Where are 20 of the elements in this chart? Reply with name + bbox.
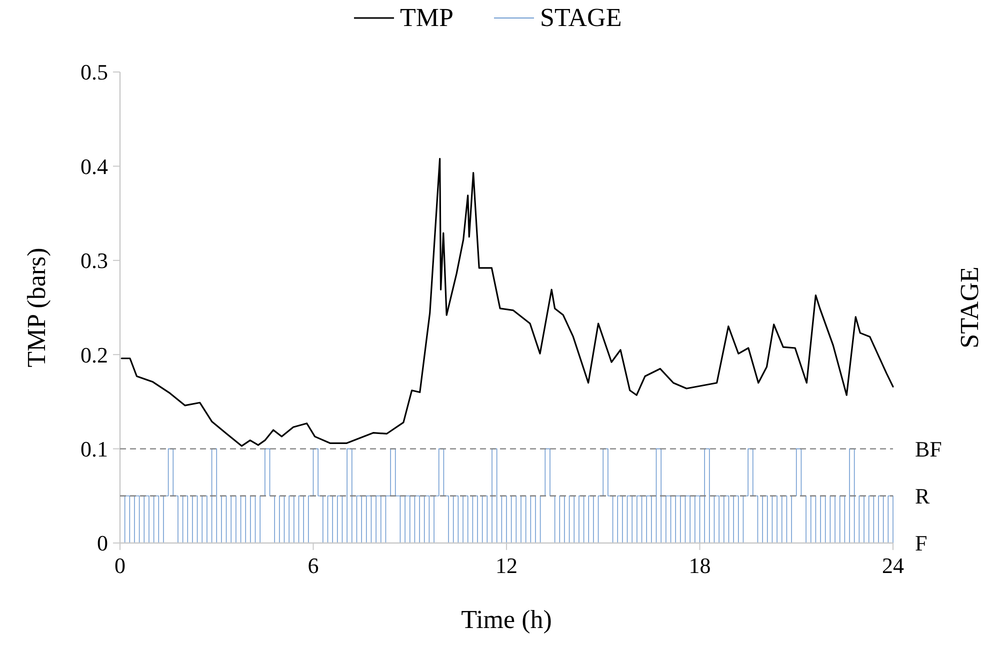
ref-line-label: BF xyxy=(915,436,942,462)
x-axis-title: Time (h) xyxy=(461,605,552,634)
y-tick-label: 0 xyxy=(97,530,108,556)
y-tick-label: 0.4 xyxy=(80,154,108,179)
y-tick-label: 0.1 xyxy=(80,436,108,462)
x-tick-label: 24 xyxy=(882,553,904,578)
ref-line-label: R xyxy=(915,484,930,509)
x-tick-label: 6 xyxy=(308,553,319,578)
line-series xyxy=(120,158,894,447)
annotation: F xyxy=(915,530,928,556)
y-tick-label: 0.5 xyxy=(80,60,108,85)
x-tick-label: 12 xyxy=(496,553,518,578)
x-tick-label: 18 xyxy=(688,553,711,578)
y-axis-title: TMP (bars) xyxy=(22,248,51,368)
y-tick-label: 0.3 xyxy=(80,248,108,274)
text: STAGE xyxy=(955,266,984,348)
x-tick-label: 0 xyxy=(114,553,126,578)
legend-label: STAGE xyxy=(540,3,622,32)
legend-label: TMP xyxy=(400,3,454,32)
y-tick-label: 0.2 xyxy=(80,342,108,368)
